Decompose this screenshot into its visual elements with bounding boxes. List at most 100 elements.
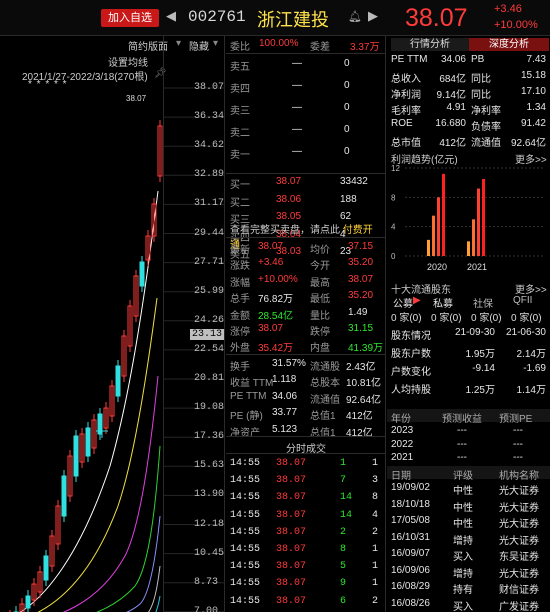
holder-stat-value: 2.14万 [516,349,546,360]
cursor-price-box: 23.13 [190,329,225,340]
pin-icon[interactable]: 📌︎ [154,68,167,79]
valuation-value: 2.43亿 [346,362,376,373]
buy-level-row: 买四 38.04 4 [226,227,386,244]
holder-type-tabs: 公募 私募 社保 QFII [387,294,550,310]
ma-settings-tab[interactable]: 设置均线 [108,58,148,69]
candle-body [73,435,79,477]
moving-average-line [126,515,161,612]
prev-stock-icon[interactable]: ◀ [166,8,176,23]
tick-row: 14:55 38.07 7 3 [226,473,386,489]
trend-axis-tick: 8 [391,193,396,202]
alert-bell-icon[interactable]: 🔔︎ [348,11,362,23]
valuation-value: 92.64亿 [346,394,382,406]
forecast-year: 2023 [391,425,414,436]
quote-stat-label: 量比 [310,310,330,322]
rating-row[interactable]: 17/05/08 中性 光大证券 [387,514,550,530]
sell-level-label: 卖二 [230,128,250,139]
next-stock-icon[interactable]: ▶ [368,8,378,23]
analysis-tabs: 行情分析 深度分析 [387,36,550,51]
forecast-row: 2023 --- --- [387,424,550,438]
chart-toolbar: 简约版面 ▾ 隐藏 ▾ [0,36,225,53]
weibi-value: 100.00% [259,38,299,49]
sell-level-price: — [292,146,302,157]
tab-market-analysis[interactable]: 行情分析 [391,38,469,51]
quote-stat-label: 涨幅 [230,277,250,289]
sell-level-label: 卖五 [230,62,250,73]
profit-trend-more-link[interactable]: 更多>> [515,155,547,166]
tick-row: 14:55 38.07 8 1 [226,542,386,558]
rating-row[interactable]: 18/10/18 中性 光大证券 [387,498,550,514]
tick-count: 8 [372,492,379,504]
tick-volume: 7 [340,475,347,487]
forecast-row: 2022 --- --- [387,438,550,452]
add-to-watchlist-button[interactable]: 加入自选 [101,9,159,27]
quote-stat-value: 38.07 [258,241,284,252]
fundamental-label: 总市值 [391,138,421,149]
stock-code: 002761 [188,8,246,26]
tick-price: 38.07 [276,526,307,538]
forecast-eps: --- [457,425,467,436]
valuation-label: 收益 TTM [230,378,274,390]
forecast-eps: --- [457,438,467,450]
hide-tab[interactable]: 隐藏 [189,42,209,53]
rating-row[interactable]: 16/10/31 增持 光大证券 [387,531,550,547]
tick-volume: 14 [340,492,353,504]
holder-type-tab[interactable]: QFII [513,295,533,306]
buy-level-row: 买二 38.06 188 [226,192,386,209]
holder-stat-label: 股东户数 [391,349,431,360]
holder-stat-label: 股东情况 [391,331,431,342]
fundamental-row: ROE 16.680 负债率 91.42 [387,117,550,133]
weicha-label: 委差 [310,42,330,53]
paid-upgrade-link[interactable]: 付费开通 [230,225,373,251]
tick-price: 38.07 [276,475,307,487]
moving-average-line [155,595,161,612]
rating-date: 19/09/02 [391,482,430,493]
date-range: 2021/1/27-2022/3/18(270根) [22,72,148,83]
sell-level-price: — [292,102,302,113]
top-holders-more-link[interactable]: 更多>> [515,285,547,296]
tab-deep-analysis[interactable]: 深度分析 [469,38,549,51]
price-axis-tick: 34.62 [194,140,225,152]
candle-body [19,603,25,612]
rating-row[interactable]: 19/09/02 中性 光大证券 [387,481,550,497]
holder-type-tab[interactable]: 社保 [473,299,493,310]
trend-bar [467,241,470,256]
quote-stat-value: 41.39万 [348,343,384,355]
hide-dropdown-icon[interactable]: ▾ [213,38,219,49]
valuation-label: 总值1 [310,427,336,439]
trend-axis-tick: 4 [391,223,396,232]
rating-date: 16/10/31 [391,531,430,543]
layout-dropdown-icon[interactable]: ▾ [176,38,182,49]
rating-row[interactable]: 16/09/07 买入 东吴证券 [387,547,550,563]
rating-value: 买入 [453,552,473,563]
buy-level-volume: 62 [340,211,352,223]
rating-row[interactable]: 16/08/29 持有 财信证券 [387,580,550,596]
stock-header: 加入自选 ◀ 002761 浙江建投 ▶ 🔔︎ 38.07 +3.46 +10.… [0,0,550,36]
holder-stat-label: 人均持股 [391,385,431,396]
trend-bar [442,173,445,256]
holder-type-tab[interactable]: 公募 [393,299,413,310]
holder-type-tab[interactable]: 私募 [433,299,453,310]
forecast-column-header: 预测PE [499,414,533,425]
buy-level-label: 买二 [230,197,250,209]
tick-row: 14:55 38.07 5 1 [226,559,386,575]
buy-level-row: 买一 38.07 33432 [226,174,386,191]
rating-row[interactable]: 16/08/26 买入 广发证券 [387,597,550,612]
quote-stat-row: 涨跌 +3.46 今开 35.20 [226,255,386,272]
rating-row[interactable]: 16/09/06 增持 光大证券 [387,564,550,580]
candle-body [43,555,49,581]
tick-price: 38.07 [276,458,307,469]
quote-stat-value: 35.42万 [258,343,294,355]
price-change: +3.46 [494,3,522,15]
kline-chart[interactable] [0,36,225,612]
rating-institution: 光大证券 [499,535,539,547]
valuation-value: 412亿 [346,411,373,423]
tick-time: 14:55 [230,509,261,521]
buy-level-volume: 23 [340,246,352,258]
holder-stat-row: 户数变化 -9.14 -1.69 [387,362,550,378]
analysis-panel: 行情分析 深度分析 PE TTM 34.06 PB 7.43 总收入 684亿 同比 15.1… [387,36,550,612]
buy-level-label: 买四 [230,232,250,244]
tick-price: 38.07 [276,492,307,504]
layout-tab[interactable]: 简约版面 [128,42,168,53]
rating-value: 买入 [453,601,473,612]
